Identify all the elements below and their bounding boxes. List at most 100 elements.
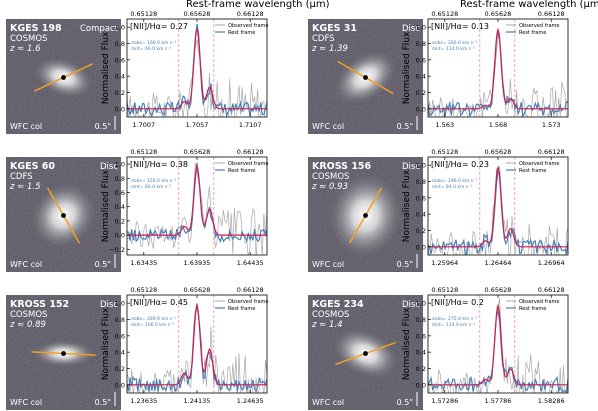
spectrum-lines (428, 19, 568, 117)
spectrum-plot: 0.0 0.2 0.4 0.6 0.8 1.0 Normalised Flux 0.65128… (402, 148, 569, 267)
y-tick-label: 0.6 (115, 189, 125, 197)
galaxy-redshift: z ≈ 1.4 (311, 320, 343, 330)
top-tick-label: 0.65128 (431, 286, 458, 294)
galaxy-name: KGES 234 (312, 299, 364, 310)
legend-rest-label: Rest frame (228, 30, 255, 36)
legend-observed-label: Observed frame (519, 299, 559, 305)
morphology-label: Compact (80, 24, 119, 34)
bottom-tick-label: 1.26964 (538, 259, 565, 267)
y-tick-label: 0.6 (115, 56, 125, 64)
bottom-tick-label: 1.568 (489, 121, 508, 129)
top-tick-label: 0.66128 (538, 286, 565, 294)
bottom-tick-label: 1.58286 (538, 397, 565, 405)
sigma-intrinsic: σint= 66.0 km s⁻¹ (131, 46, 172, 52)
y-tick-label: 0.8 (416, 316, 426, 324)
y-tick-label: 0.2 (416, 365, 426, 373)
y-tick-label: 0.4 (115, 73, 125, 81)
nii-ha-ratio: [NII]/Hα= 0.13 (431, 22, 489, 31)
y-axis-label: Normalised Flux (101, 169, 111, 242)
spectrum-plot: 0.0 0.2 0.4 0.6 0.8 1.0 Normalised Flux 0.65128… (101, 286, 268, 405)
top-tick-label: 0.65628 (485, 148, 512, 156)
galaxy-name: KGES 60 (10, 161, 55, 172)
bottom-tick-label: 1.24135 (184, 397, 211, 405)
top-tick-label: 0.66128 (237, 148, 264, 156)
y-tick-label: 0.4 (115, 203, 125, 211)
y-tick-label: 0.2 (115, 217, 125, 225)
y-tick-label: 0.0 (416, 381, 426, 389)
nii-ha-ratio: [NII]/Hα= 0.2 (431, 298, 484, 307)
y-tick-label: 0.8 (115, 316, 125, 324)
morphology-label: Disc (402, 24, 420, 34)
galaxy-field: COSMOS (312, 310, 349, 320)
top-tick-label: 0.65628 (184, 148, 211, 156)
spectrum-lines (127, 295, 267, 393)
legend-rest-label: Rest frame (519, 168, 546, 174)
y-tick-label: 0.4 (416, 211, 426, 219)
y-tick-label: 0.0 (115, 232, 125, 240)
top-tick-label: 0.65128 (130, 286, 157, 294)
legend-observed-label: Observed frame (228, 299, 268, 305)
sigma-intrinsic: σint= 106.0 km s⁻¹ (131, 322, 174, 328)
spectrum-plot: −0.2 0.0 0.2 0.4 0.6 0.8 1.0 Normalised Flux 0.6… (101, 148, 268, 267)
galaxy-name: KROSS 152 (10, 299, 69, 310)
scale-label: 0.5" (95, 122, 111, 131)
top-tick-label: 0.65128 (431, 10, 458, 18)
legend-observed-label: Observed frame (519, 161, 559, 167)
galaxy-name: KROSS 156 (312, 161, 372, 172)
bottom-tick-label: 1.63435 (130, 259, 157, 267)
gaussian-fit-line (428, 165, 568, 248)
morphology-label: Disc (402, 300, 420, 310)
top-axis-label-left: Rest-frame wavelength (μm) (186, 0, 330, 10)
sigma-intrinsic: σint= 84.0 km s⁻¹ (432, 184, 473, 190)
sigma-intrinsic: σint= 114.0 km s⁻¹ (432, 322, 475, 328)
bottom-tick-label: 1.563 (435, 121, 454, 129)
bottom-tick-label: 1.64435 (237, 259, 264, 267)
scale-label: 0.5" (95, 260, 111, 269)
nii-ha-ratio: [NII]/Hα= 0.38 (130, 160, 188, 169)
rest-frame-line (127, 162, 267, 244)
bottom-tick-label: 1.23635 (130, 397, 157, 405)
band-label: WFC col (10, 122, 42, 131)
top-axis-label-right: Rest-frame wavelength (μm) (460, 0, 598, 10)
y-tick-label: 0.8 (115, 40, 125, 48)
top-tick-label: 0.66128 (538, 10, 565, 18)
bottom-tick-label: 1.573 (542, 121, 561, 129)
galaxy-name: KGES 31 (312, 23, 357, 34)
band-label: WFC col (312, 260, 344, 269)
scale-label: 0.5" (95, 398, 111, 407)
legend-observed-label: Observed frame (519, 23, 559, 29)
nii-ha-ratio: [NII]/Hα= 0.27 (130, 22, 188, 31)
top-tick-label: 0.65628 (184, 286, 211, 294)
y-tick-label: 0.6 (416, 332, 426, 340)
band-label: WFC col (312, 398, 344, 407)
scale-label: 0.5" (397, 398, 413, 407)
centre-marker (61, 213, 66, 218)
y-tick-label: 0.0 (115, 381, 125, 389)
observed-frame-line (127, 39, 266, 117)
y-tick-label: 1.0 (416, 162, 426, 170)
sigma-observed: σobs= 196.0 km s⁻¹ (432, 178, 477, 184)
y-tick-label: 0.8 (115, 175, 125, 183)
spectrum-lines (428, 157, 568, 255)
y-tick-label: 0.2 (416, 89, 426, 97)
morphology-label: Disc (402, 162, 420, 172)
bottom-tick-label: 1.57786 (485, 397, 512, 405)
top-tick-label: 0.66128 (237, 10, 264, 18)
observed-frame-line (127, 308, 267, 393)
galaxy-field: COSMOS (312, 172, 349, 182)
galaxy-field: CDFS (10, 172, 33, 182)
galaxy-name: KGES 198 (10, 23, 62, 34)
galaxy-redshift: z ≈ 0.89 (9, 320, 46, 330)
y-tick-label: 0.6 (416, 194, 426, 202)
y-tick-label: −0.2 (109, 246, 125, 254)
sigma-observed: σobs= 166.0 km s⁻¹ (131, 40, 176, 46)
centre-marker (363, 75, 368, 80)
spectrum-plot: 0.0 0.2 0.4 0.6 0.8 1.0 Normalised Flux 0.65128… (402, 10, 569, 129)
y-axis-label: Normalised Flux (402, 169, 412, 242)
rest-frame-line (428, 170, 568, 255)
